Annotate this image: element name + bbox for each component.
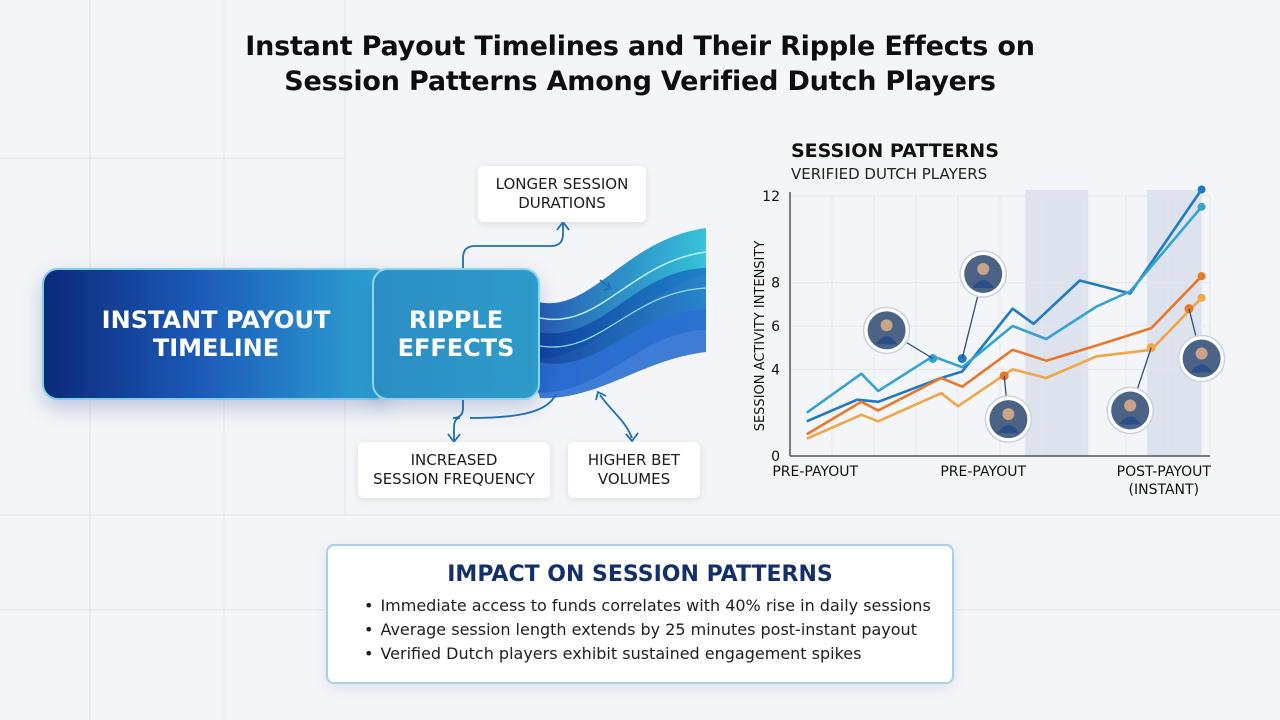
title-line-1: Instant Payout Timelines and Their Rippl… [245, 31, 1035, 62]
note-higher-bet-volumes: HIGHER BET VOLUMES [568, 442, 700, 498]
note-increased-session-frequency: INCREASED SESSION FREQUENCY [358, 442, 550, 498]
note-longer-session-durations: LONGER SESSION DURATIONS [478, 166, 646, 222]
series-end-point-3 [1197, 272, 1206, 281]
note-bet-line-2: VOLUMES [597, 470, 671, 488]
chart-subtitle: VERIFIED DUTCH PLAYERS [791, 165, 988, 183]
note-longer-line-2: DURATIONS [518, 194, 606, 212]
series-line-1 [806, 188, 1203, 423]
player-avatar-head [1195, 347, 1208, 360]
player-avatar-body [972, 280, 995, 288]
note-bet-line-1: HIGHER BET [587, 451, 681, 470]
y-tick-label: 6 [771, 319, 780, 335]
player-avatar-head [1124, 399, 1137, 412]
ripple-effects-box: RIPPLE EFFECTS [372, 268, 540, 400]
title-line-2: Session Patterns Among Verified Dutch Pl… [284, 65, 996, 97]
series-line-3 [806, 275, 1203, 436]
connector-longer-session [462, 224, 564, 284]
session-patterns-chart: 0 4 6 8 12 SESSION ACTIVITY INTENSITY PRE-PAYO… [753, 185, 1226, 498]
main-box-line-2: TIMELINE [152, 334, 280, 362]
arrowhead-bet-volumes [625, 432, 639, 443]
player-avatar-body [1190, 364, 1213, 373]
impact-title: IMPACT ON SESSION PATTERNS [447, 562, 833, 587]
series-line-2 [806, 205, 1203, 414]
y-axis-label: SESSION ACTIVITY INTENSITY [753, 241, 768, 432]
x-tick-label: PRE-PAYOUT [772, 464, 858, 480]
data-marker [999, 371, 1009, 381]
ribbon-wave-front [530, 310, 706, 399]
main-box-line-1: INSTANT PAYOUT [101, 305, 331, 334]
note-longer-line-1: LONGER SESSION [495, 175, 629, 194]
page-title: Instant Payout Timelines and Their Rippl… [0, 30, 1280, 99]
y-tick-label: 8 [771, 276, 780, 292]
arrowhead-longer-session [556, 220, 570, 231]
impact-bullet: Immediate access to funds correlates wit… [364, 594, 930, 618]
series-line-4 [806, 296, 1203, 440]
impact-bullet: Average session length extends by 25 min… [364, 618, 931, 642]
chart-title: SESSION PATTERNS [791, 140, 999, 162]
ribbon-highlight-line-2 [539, 287, 707, 348]
player-avatar-head [1002, 408, 1015, 421]
player-avatar-head [977, 263, 990, 275]
arrowhead-bet-volumes-top [595, 390, 607, 401]
ripple-box-line-1: RIPPLE [408, 305, 504, 334]
player-avatar-head [880, 319, 893, 332]
note-frequency-line-1: INCREASED [410, 451, 498, 470]
series-end-point-4 [1197, 293, 1206, 302]
player-avatar-body [1119, 416, 1142, 425]
player-avatar-body [875, 336, 898, 345]
ribbon-small-arrow [599, 279, 612, 291]
y-tick-label: 0 [771, 449, 780, 465]
ripple-box-line-2: EFFECTS [397, 334, 515, 362]
x-tick-label: POST-PAYOUT [1117, 464, 1212, 480]
note-frequency-line-2: SESSION FREQUENCY [373, 470, 535, 488]
connector-session-frequency [452, 392, 464, 440]
impact-bullet-list: Immediate access to funds correlates wit… [364, 594, 931, 666]
ribbon-highlight-line [539, 251, 707, 321]
y-tick-label: 4 [771, 362, 780, 378]
connector-bet-volumes [599, 394, 633, 439]
x-tick-label: PRE-PAYOUT [940, 464, 1026, 480]
series-end-point-1 [1197, 185, 1206, 194]
x-tick-label-line-2: (INSTANT) [1129, 482, 1199, 498]
connector-ribbon-to-frequency [469, 393, 557, 419]
impact-bullet: Verified Dutch players exhibit sustained… [364, 642, 931, 666]
ribbon-wave-back [530, 228, 706, 360]
series-end-point-2 [1197, 202, 1206, 211]
instant-payout-timeline-box: INSTANT PAYOUT TIMELINE [42, 268, 390, 400]
player-avatar-body [997, 425, 1020, 434]
y-tick-label: 12 [762, 189, 780, 205]
impact-panel: IMPACT ON SESSION PATTERNS Immediate acc… [326, 544, 954, 684]
